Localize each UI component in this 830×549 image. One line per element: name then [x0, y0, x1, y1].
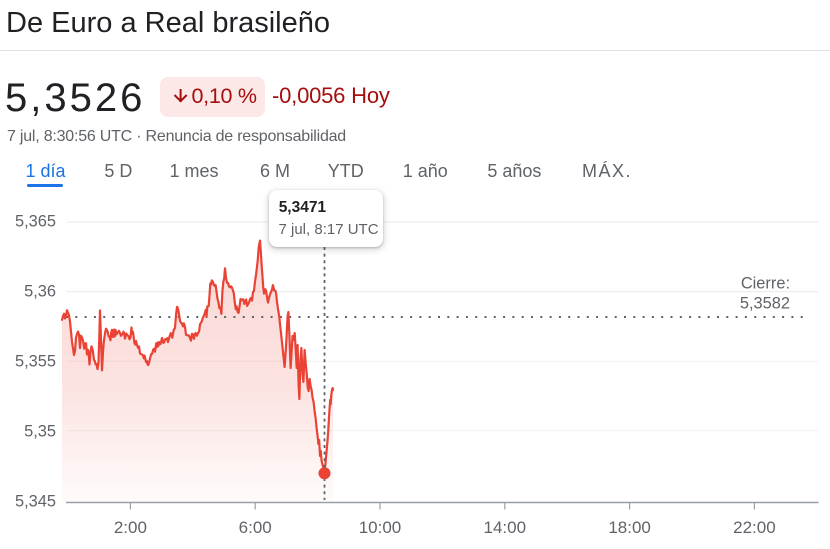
svg-text:14:00: 14:00 [484, 518, 527, 537]
svg-text:5,3582: 5,3582 [740, 295, 790, 313]
svg-text:5,345: 5,345 [15, 493, 56, 511]
svg-text:6:00: 6:00 [239, 518, 272, 537]
svg-text:22:00: 22:00 [733, 518, 776, 537]
svg-text:Cierre:: Cierre: [741, 275, 790, 293]
svg-text:10:00: 10:00 [359, 518, 402, 537]
svg-text:5,35: 5,35 [24, 422, 56, 440]
svg-text:5,355: 5,355 [15, 353, 56, 371]
svg-text:5,36: 5,36 [24, 283, 56, 301]
svg-text:18:00: 18:00 [608, 518, 651, 537]
svg-text:2:00: 2:00 [114, 518, 147, 537]
svg-text:5,365: 5,365 [15, 213, 56, 231]
